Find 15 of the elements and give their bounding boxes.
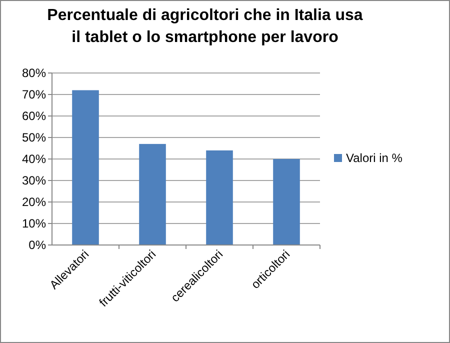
y-tick-label: 10% xyxy=(22,216,46,231)
bar xyxy=(206,150,233,245)
bar xyxy=(273,159,300,245)
bar xyxy=(72,90,99,245)
y-tick-label: 50% xyxy=(22,130,46,145)
y-tick-label: 70% xyxy=(22,88,46,102)
y-tick-label: 20% xyxy=(22,195,46,210)
chart-title: Percentuale di agricoltori che in Italia usa il tablet o lo smartphone per lavoro xyxy=(47,7,363,46)
legend-label: Valori in % xyxy=(346,151,403,166)
bar xyxy=(139,144,166,245)
y-tick-label: 30% xyxy=(22,174,46,188)
y-tick-label: 0% xyxy=(28,238,46,252)
y-tick-label: 80% xyxy=(22,66,46,80)
y-tick-label: 60% xyxy=(22,109,46,124)
y-tick-label: 40% xyxy=(22,152,46,166)
